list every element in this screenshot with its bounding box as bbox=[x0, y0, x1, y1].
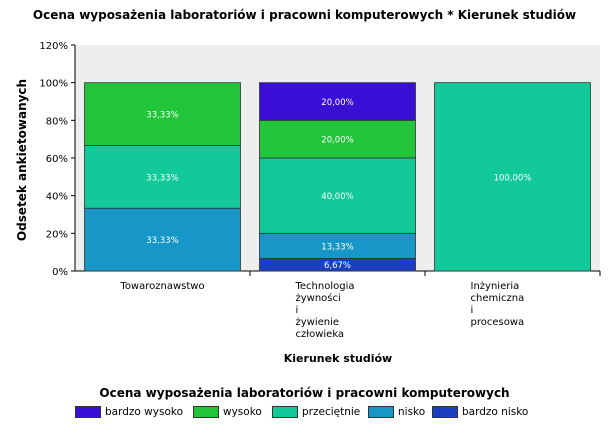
data-label: 20,00% bbox=[321, 136, 353, 146]
x-axis-label: Kierunek studiów bbox=[284, 352, 392, 365]
x-tick-label-line: człowieka bbox=[296, 329, 345, 340]
data-label: 40,00% bbox=[321, 192, 353, 202]
data-label: 33,33% bbox=[146, 236, 178, 246]
bar-segment bbox=[84, 207, 241, 272]
legend-swatch bbox=[75, 406, 101, 418]
data-label: 20,00% bbox=[321, 98, 353, 108]
data-label: 13,33% bbox=[321, 242, 353, 252]
legend-label: bardzo wysoko bbox=[105, 406, 183, 418]
x-tick-label-line: Technologia bbox=[295, 281, 355, 292]
x-tick-label: Inżynieria chemiczna i procesowa bbox=[471, 281, 525, 328]
y-tick-label: 100% bbox=[39, 79, 68, 90]
y-tick-label: 40% bbox=[46, 192, 68, 203]
x-tick-label: Technologia żywności i żywienie człowieka bbox=[295, 281, 355, 340]
legend-swatch bbox=[193, 406, 219, 418]
bar-segment bbox=[259, 82, 416, 121]
legend-label: bardzo nisko bbox=[462, 406, 529, 418]
x-tick-label-line: i bbox=[296, 305, 299, 316]
legend-label: nisko bbox=[398, 406, 426, 418]
bar-segment bbox=[84, 82, 241, 146]
x-tick-label-line: żywności bbox=[296, 292, 341, 304]
x-tick-label-line: chemiczna bbox=[471, 293, 525, 304]
legend-item: bardzo wysoko bbox=[75, 406, 183, 418]
plot-area: 0% 20% 40% 60% 80% 100% 120% 33,33% 33,33% 33,33%… bbox=[39, 41, 601, 340]
bar-segment bbox=[259, 157, 416, 234]
y-tick-label: 60% bbox=[46, 154, 68, 165]
legend-swatch bbox=[432, 406, 458, 418]
legend-swatch bbox=[368, 406, 394, 418]
y-tick-label: 80% bbox=[46, 116, 68, 127]
y-tick-label: 20% bbox=[46, 229, 68, 240]
legend-title: Ocena wyposażenia laboratoriów i pracown… bbox=[99, 386, 510, 400]
data-label: 33,33% bbox=[146, 173, 178, 183]
legend-label: wysoko bbox=[223, 406, 262, 418]
data-label: 33,33% bbox=[146, 111, 178, 121]
legend-label: przeciętnie bbox=[302, 406, 361, 418]
bar-segment bbox=[259, 232, 416, 259]
x-tick-label-line: i bbox=[471, 305, 474, 316]
y-tick-label: 120% bbox=[39, 41, 68, 52]
legend-swatch bbox=[272, 406, 298, 418]
x-tick-label-line: żywienie bbox=[296, 317, 340, 328]
x-tick-label-line: Towaroznawstwo bbox=[119, 281, 204, 292]
data-label: 6,67% bbox=[324, 261, 351, 271]
chart-title: Ocena wyposażenia laboratoriów i pracown… bbox=[32, 8, 577, 22]
legend-item: bardzo nisko bbox=[432, 406, 528, 418]
bar-segment bbox=[259, 119, 416, 159]
legend-item: nisko bbox=[368, 406, 425, 418]
y-axis-label: Odsetek ankietowanych bbox=[15, 79, 29, 241]
x-tick-label-line: Inżynieria bbox=[471, 281, 520, 292]
legend: bardzo wysoko wysoko przeciętnie nisko bardz… bbox=[0, 406, 609, 426]
x-tick-label: Towaroznawstwo bbox=[119, 281, 204, 292]
legend-item: przeciętnie bbox=[272, 406, 360, 418]
y-tick-label: 0% bbox=[52, 267, 68, 278]
legend-item: wysoko bbox=[193, 406, 262, 418]
x-tick-label-line: procesowa bbox=[471, 317, 525, 328]
data-label: 100,00% bbox=[494, 173, 532, 183]
bar-segment bbox=[434, 82, 591, 272]
